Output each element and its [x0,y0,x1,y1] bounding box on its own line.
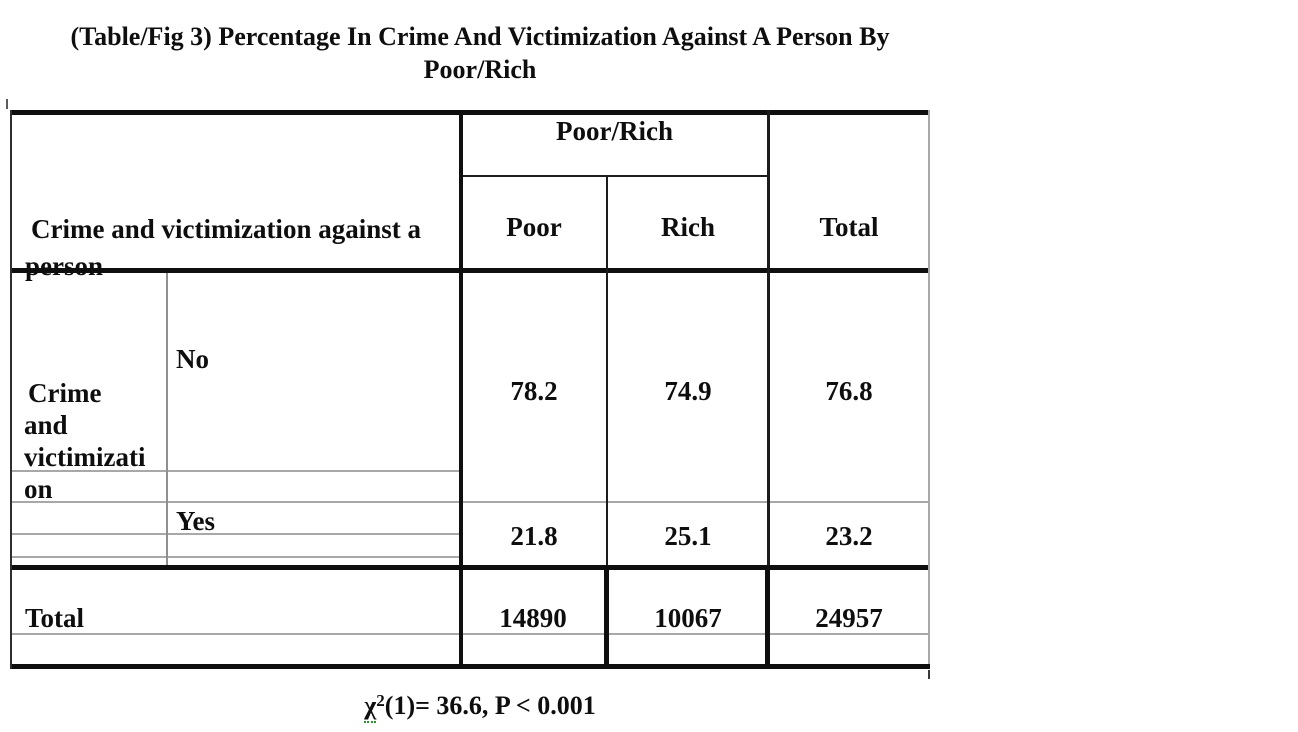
stub-data-divider [459,110,463,669]
table-border-top [10,110,930,115]
total-row-top-border [10,565,930,570]
poor-rich-divider-thick [604,565,609,664]
column-header-total: Total [819,212,879,242]
group-header-underline [461,175,768,177]
total-row-label: Total [25,603,85,633]
cell-no-poor: 78.2 [510,376,558,406]
row-label-yes: Yes [176,506,215,536]
table-border-right [928,110,930,664]
cell-total-poor: 14890 [499,603,567,633]
row-group-label: Crime and victimization [24,378,146,504]
grid-line-mid [10,501,929,503]
grid-line-stub-sliver [10,556,461,558]
grid-line-under-yes-row [10,533,461,535]
table-border-left [10,110,12,669]
header-bottom-border [10,268,930,273]
table-border-bottom [10,664,930,669]
poor-rich-divider [606,175,608,565]
anchor-tick-top-left [6,99,8,109]
group-header-poor-rich: Poor/Rich [556,116,673,146]
table-title-line1: (Table/Fig 3) Percentage In Crime And Vi… [70,22,890,51]
row-label-no: No [176,344,209,374]
stub-header: Crime and victimization against a person [25,214,421,281]
chi-square-footnote: χ2(1)= 36.6, P < 0.001 [100,691,860,724]
cell-no-total: 76.8 [825,376,873,406]
cell-no-rich: 74.9 [664,376,712,406]
chi-statistic-text: (1)= 36.6, P < 0.001 [384,691,596,720]
chi-exponent: 2 [376,691,385,711]
rich-total-divider-thick [765,565,770,664]
cell-yes-rich: 25.1 [664,521,712,551]
grid-line-under-no-row [10,470,461,472]
cell-total-rich: 10067 [654,603,722,633]
table-title-line2: Poor/Rich [423,55,537,84]
cell-total-total: 24957 [815,603,883,633]
cell-yes-poor: 21.8 [510,521,558,551]
cell-yes-total: 23.2 [825,521,873,551]
column-header-rich: Rich [661,212,715,242]
stub-divider-line [166,273,168,565]
chi-symbol: χ [364,691,377,723]
table-title: (Table/Fig 3) Percentage In Crime And Vi… [0,20,960,86]
rich-total-divider [767,110,770,565]
grid-line-under-total-values [10,633,929,635]
anchor-tick-bottom-right [928,670,930,679]
column-header-poor: Poor [506,212,562,242]
